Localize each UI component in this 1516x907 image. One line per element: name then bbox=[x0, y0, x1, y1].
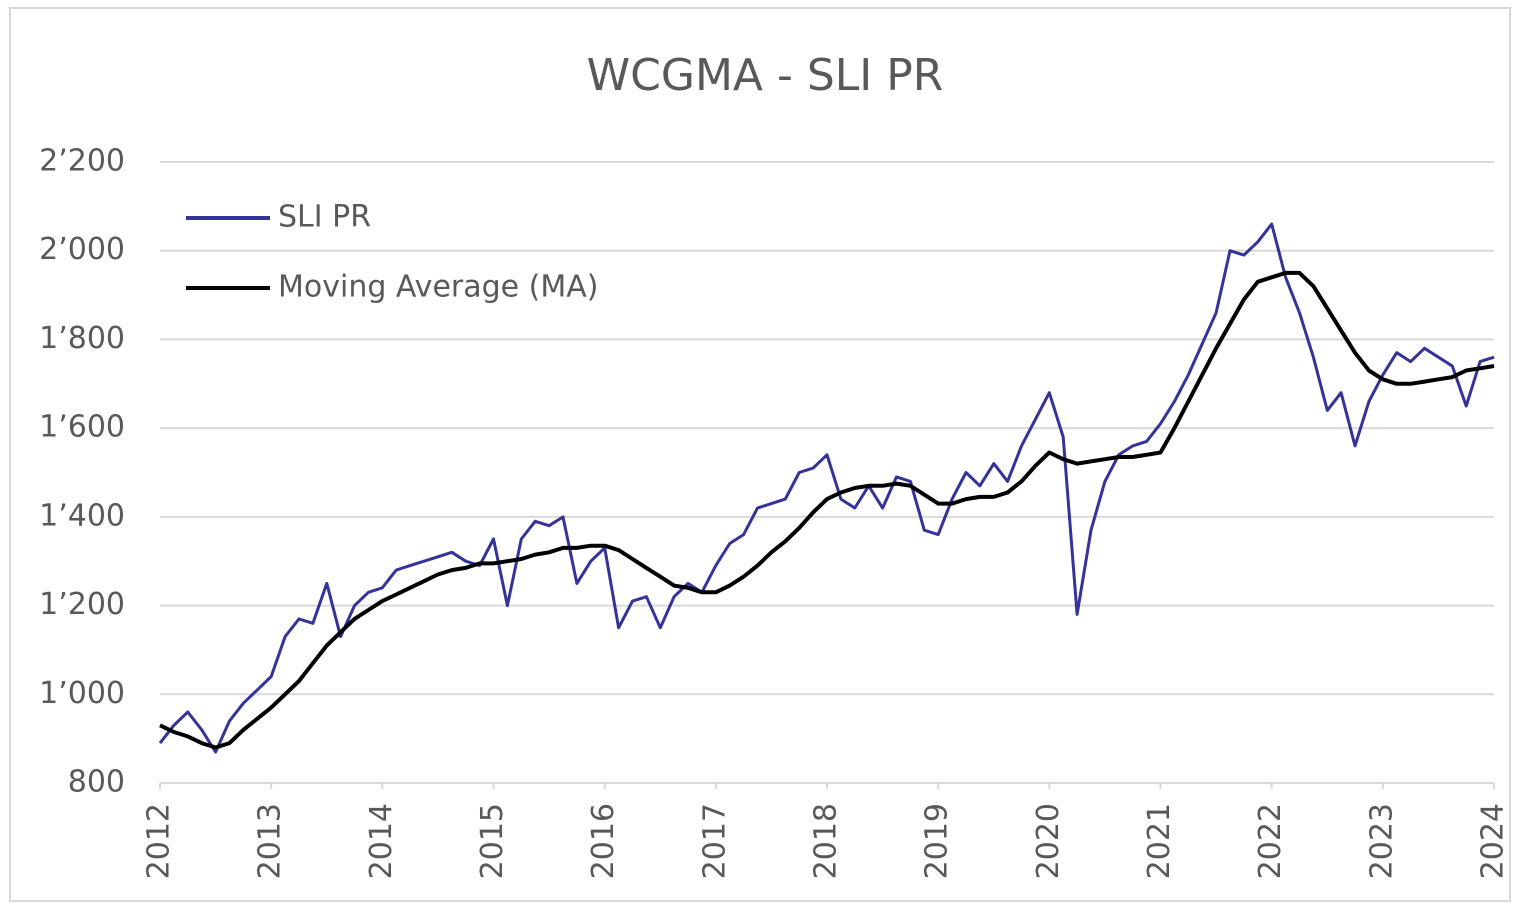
y-tick-label: 800 bbox=[68, 765, 125, 800]
x-tick-label: 2020 bbox=[1031, 803, 1066, 879]
y-tick-label: 1’800 bbox=[39, 321, 125, 356]
x-tick-label: 2016 bbox=[586, 803, 621, 879]
y-tick-label: 1’400 bbox=[39, 498, 125, 533]
x-tick-label: 2013 bbox=[253, 803, 288, 879]
x-tick-label: 2014 bbox=[364, 803, 399, 879]
x-tick-label: 2021 bbox=[1142, 803, 1177, 879]
x-tick-label: 2012 bbox=[142, 803, 177, 879]
y-tick-label: 2’000 bbox=[39, 232, 125, 267]
x-tick-label: 2018 bbox=[809, 803, 844, 879]
x-tick-label: 2022 bbox=[1253, 803, 1288, 879]
y-tick-label: 2’200 bbox=[39, 144, 125, 179]
y-tick-label: 1’200 bbox=[39, 587, 125, 622]
chart-frame bbox=[9, 7, 1511, 902]
x-tick-label: 2017 bbox=[697, 803, 732, 879]
x-tick-label: 2024 bbox=[1476, 803, 1511, 879]
line-series bbox=[159, 270, 1495, 750]
legend-label: Moving Average (MA) bbox=[278, 270, 598, 305]
x-tick-label: 2015 bbox=[475, 803, 510, 879]
x-tick-label: 2019 bbox=[920, 803, 955, 879]
line-series bbox=[158, 222, 1495, 754]
y-tick-label: 1’000 bbox=[39, 676, 125, 711]
y-tick-label: 1’600 bbox=[39, 410, 125, 445]
chart-title: WCGMA - SLI PR bbox=[587, 50, 944, 101]
legend-label: SLI PR bbox=[278, 200, 371, 235]
x-tick-label: 2023 bbox=[1364, 803, 1399, 879]
